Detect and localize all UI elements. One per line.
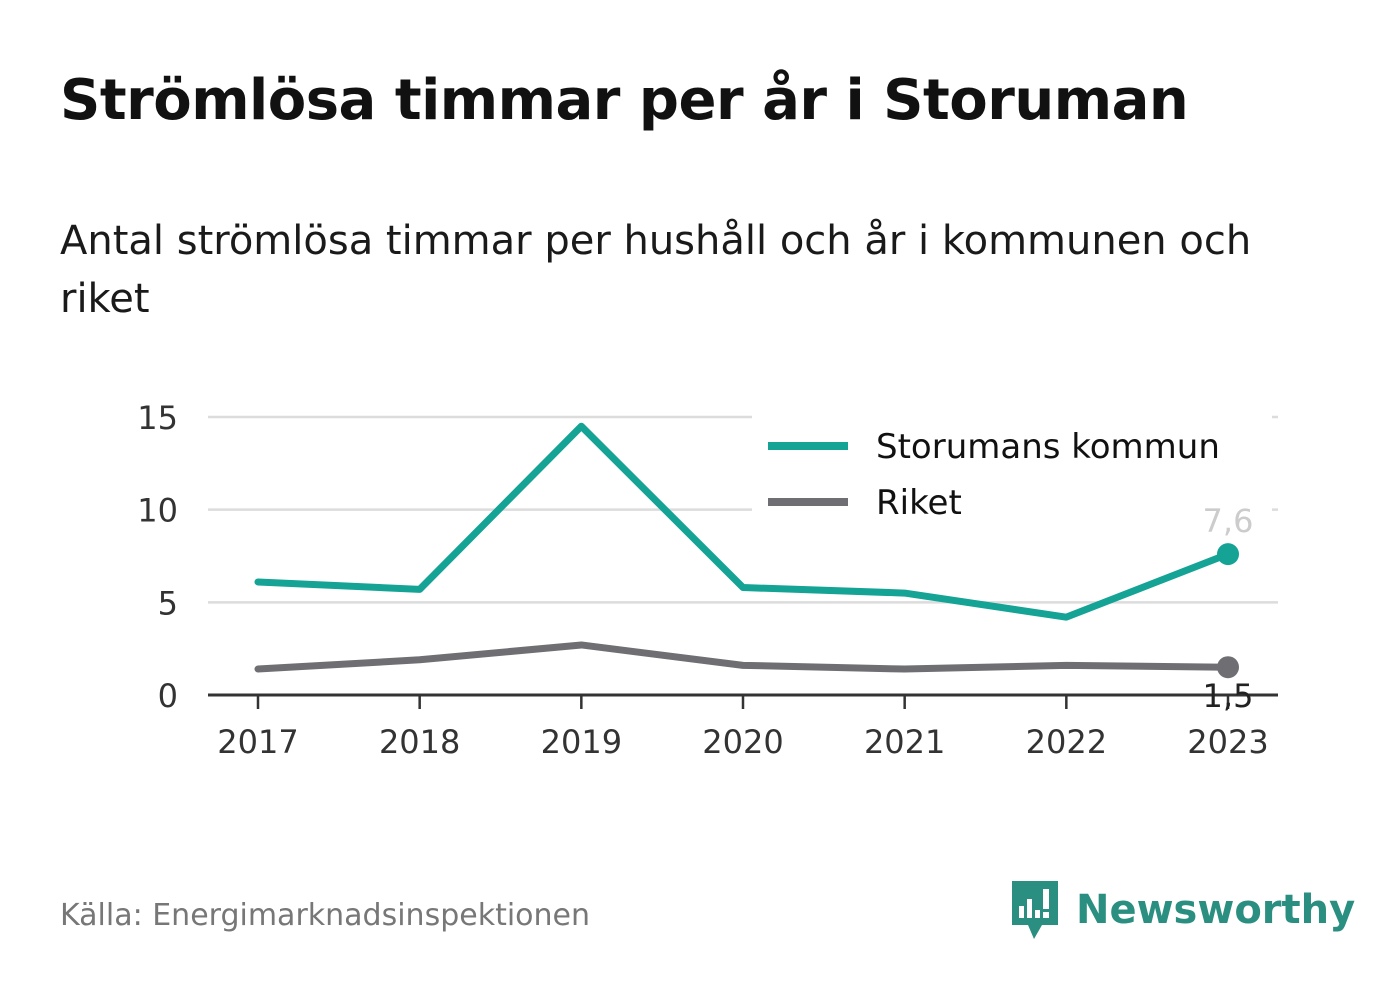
legend-label: Storumans kommun [876, 427, 1220, 467]
y-tick-label: 15 [137, 399, 178, 437]
x-tick-label: 2019 [541, 723, 622, 761]
source-note: Källa: Energimarknadsinspektionen [60, 898, 591, 933]
y-tick-label: 10 [137, 492, 178, 530]
line-chart: 0 5 10 15 2017 2018 2019 2020 2021 2022 2023 Stor… [137, 399, 1278, 761]
brand-name: Newsworthy [1076, 887, 1356, 933]
x-tick-label: 2022 [1026, 723, 1107, 761]
x-tick-label: 2021 [864, 723, 945, 761]
data-point [1217, 543, 1239, 566]
x-axis-ticks: 2017 2018 2019 2020 2021 2022 2023 [217, 695, 1269, 761]
x-tick-label: 2017 [217, 723, 298, 761]
brand-logo: Newsworthy [1010, 878, 1355, 942]
legend-label: Riket [876, 483, 962, 523]
chart-title: Strömlösa timmar per år i Storuman [60, 68, 1189, 133]
data-point [1217, 656, 1239, 679]
y-axis-ticks: 0 5 10 15 [137, 399, 178, 715]
x-tick-label: 2018 [379, 723, 460, 761]
chart-subtitle: Antal strömlösa timmar per hushåll och å… [60, 218, 1252, 322]
x-tick-label: 2020 [702, 723, 783, 761]
end-labels: 7,6 1,5 [1203, 502, 1254, 715]
end-value-label: 7,6 [1203, 502, 1254, 540]
y-tick-label: 5 [158, 584, 178, 622]
end-value-label: 1,5 [1203, 677, 1254, 715]
y-tick-label: 0 [158, 677, 178, 715]
newsworthy-logo-icon [1012, 881, 1058, 939]
x-tick-label: 2023 [1187, 723, 1268, 761]
series-lines [254, 422, 1239, 679]
legend: Storumans kommun Riket [752, 412, 1272, 523]
